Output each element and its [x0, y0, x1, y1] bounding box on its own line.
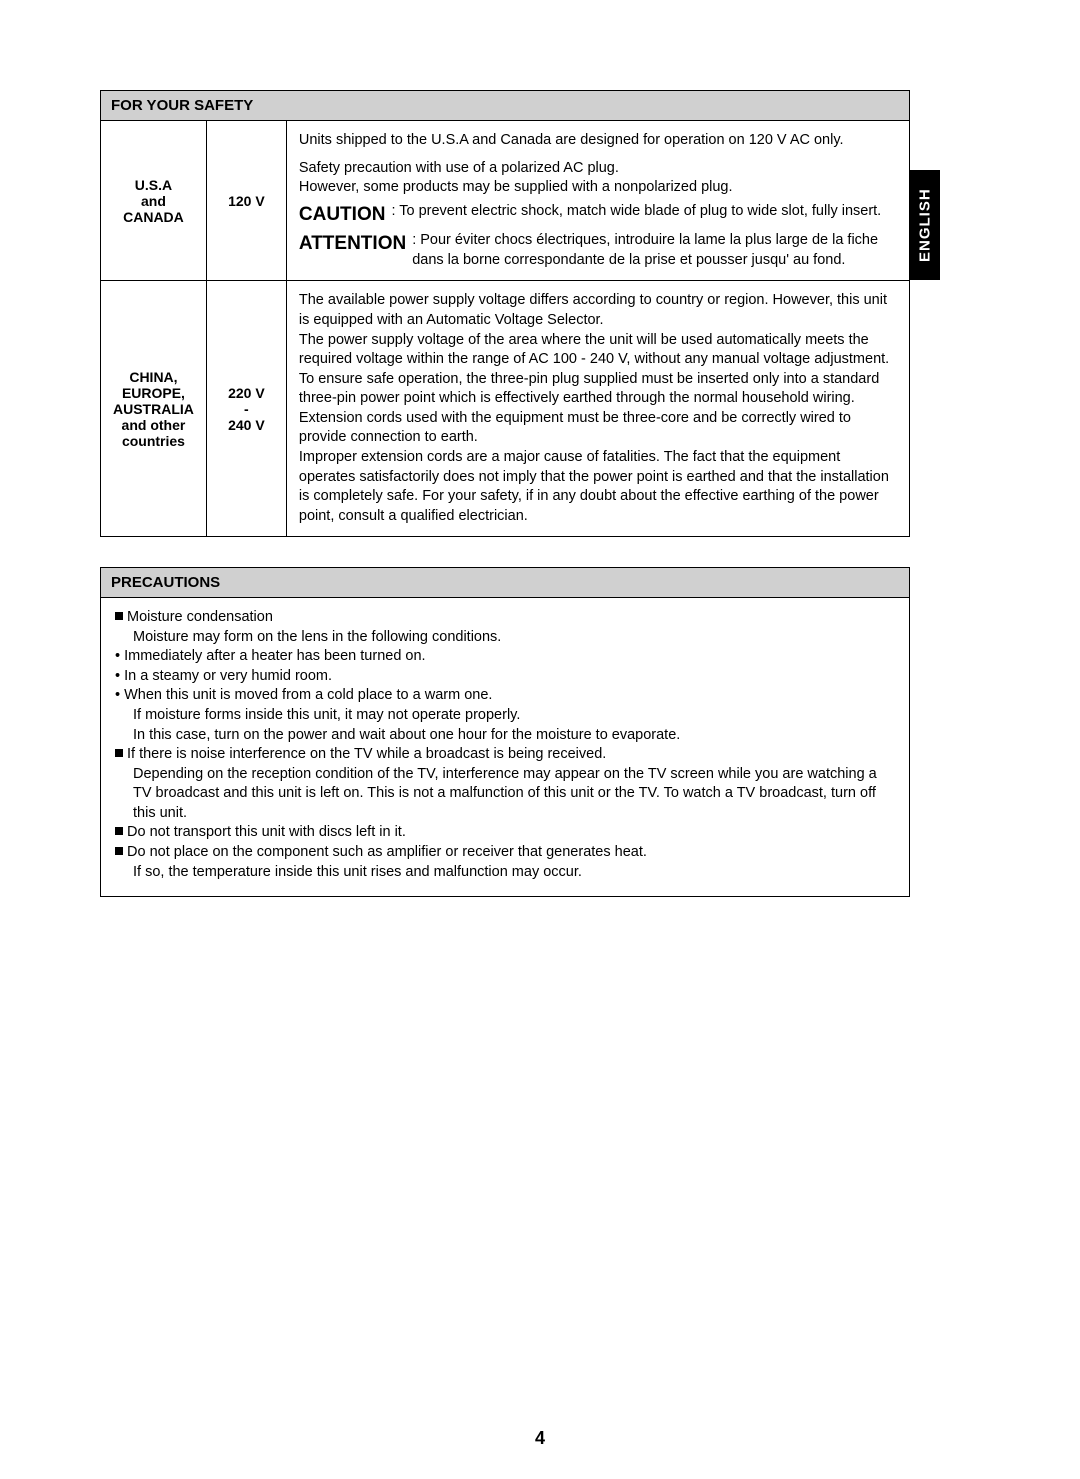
prec-item: Do not place on the component such as am… [127, 844, 647, 860]
desc-line: To ensure safe operation, the three-pin … [299, 371, 879, 446]
attention-word: ATTENTION [299, 231, 406, 257]
precautions-body: Moisture condensation Moisture may form … [101, 598, 909, 896]
description-cell: The available power supply voltage diffe… [286, 281, 909, 537]
desc-line: The power supply voltage of the area whe… [299, 332, 889, 368]
caution-row: CAUTION : To prevent electric shock, mat… [299, 202, 897, 228]
prec-bullet: • When this unit is moved from a cold pl… [115, 686, 895, 706]
precautions-header: PRECAUTIONS [101, 568, 909, 598]
precautions-box: PRECAUTIONS Moisture condensation Moistu… [100, 567, 910, 897]
table-row: U.S.A and CANADA 120 V Units shipped to … [101, 121, 910, 281]
desc-line: Safety precaution with use of a polarize… [299, 159, 897, 179]
prec-item: If there is noise interference on the TV… [127, 746, 606, 762]
prec-bullet: • In a steamy or very humid room. [115, 667, 895, 687]
desc-line: However, some products may be supplied w… [299, 178, 897, 198]
square-bullet-icon [115, 827, 123, 835]
safety-table: FOR YOUR SAFETY U.S.A and CANADA 120 V U… [100, 90, 910, 537]
attention-row: ATTENTION : Pour éviter chocs électrique… [299, 231, 897, 270]
region-cell: U.S.A and CANADA [101, 121, 207, 281]
prec-line: Depending on the reception condition of … [115, 765, 895, 824]
prec-line: Moisture may form on the lens in the fol… [115, 628, 895, 648]
prec-item: Do not transport this unit with discs le… [127, 824, 406, 840]
prec-line: In this case, turn on the power and wait… [115, 726, 895, 746]
table-row: CHINA, EUROPE, AUSTRALIA and other count… [101, 281, 910, 537]
square-bullet-icon [115, 749, 123, 757]
voltage-cell: 120 V [206, 121, 286, 281]
desc-line: The available power supply voltage diffe… [299, 292, 887, 328]
region-cell: CHINA, EUROPE, AUSTRALIA and other count… [101, 281, 207, 537]
prec-line: If so, the temperature inside this unit … [115, 863, 895, 883]
voltage-cell: 220 V - 240 V [206, 281, 286, 537]
caution-text: : To prevent electric shock, match wide … [391, 202, 897, 222]
safety-header: FOR YOUR SAFETY [101, 91, 910, 121]
prec-bullet: • Immediately after a heater has been tu… [115, 647, 895, 667]
desc-line: Improper extension cords are a major cau… [299, 449, 889, 524]
caution-word: CAUTION [299, 202, 386, 228]
square-bullet-icon [115, 612, 123, 620]
attention-text: : Pour éviter chocs électriques, introdu… [412, 231, 897, 270]
prec-line: If moisture forms inside this unit, it m… [115, 706, 895, 726]
square-bullet-icon [115, 847, 123, 855]
description-cell: Units shipped to the U.S.A and Canada ar… [286, 121, 909, 281]
page-content: FOR YOUR SAFETY U.S.A and CANADA 120 V U… [0, 0, 1080, 937]
prec-item: Moisture condensation [127, 609, 273, 625]
page-number: 4 [0, 1428, 1080, 1449]
desc-line: Units shipped to the U.S.A and Canada ar… [299, 131, 897, 151]
